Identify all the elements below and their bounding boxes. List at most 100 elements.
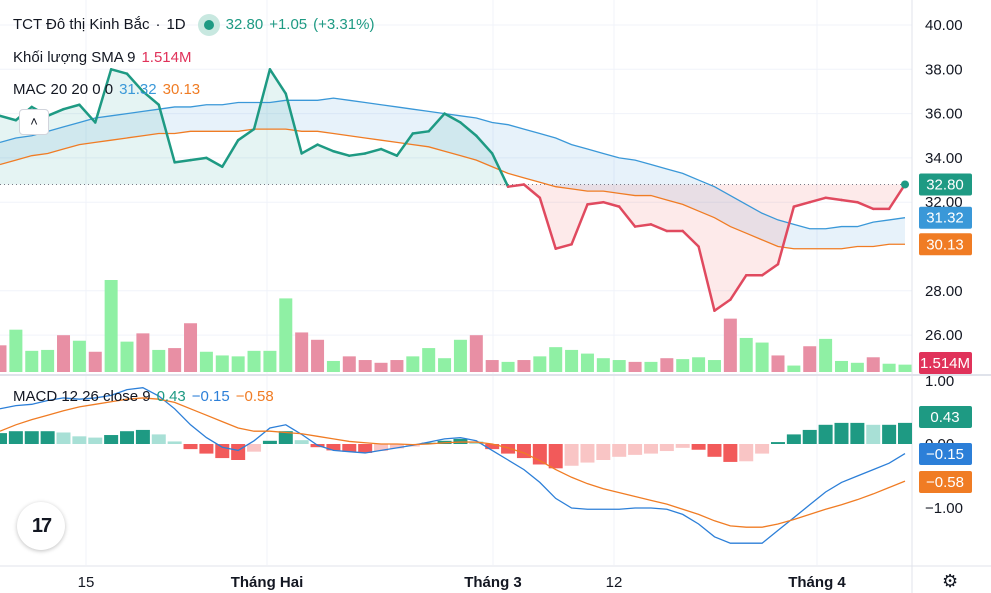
macd-signal-badge: −0.58: [926, 474, 964, 491]
macd-line: [0, 387, 906, 544]
volume-bar: [279, 298, 293, 372]
price-line-segment: [570, 203, 589, 246]
price-line-segment: [94, 68, 113, 124]
macd-histogram-bar: [675, 444, 690, 448]
price-line-segment: [141, 90, 161, 106]
macd-axis-tick: −1.00: [925, 500, 963, 517]
macd-histogram-bar: [818, 424, 833, 444]
volume-bar: [342, 356, 356, 372]
price-line-segment: [840, 198, 859, 204]
macd-hist-badge: 0.43: [930, 409, 959, 426]
price-axis-tick: 36.00: [925, 106, 963, 123]
price-axis-tick: 38.00: [925, 61, 963, 78]
volume-bar: [374, 362, 388, 372]
price-line-segment: [0, 114, 18, 122]
volume-bar: [311, 339, 325, 372]
price-line-segment: [173, 158, 192, 164]
price-line-segment: [824, 196, 843, 202]
baseline-fill-up: [0, 69, 905, 185]
price-line-segment: [506, 183, 526, 188]
price-line-segment: [205, 156, 224, 169]
volume-bar: [533, 356, 547, 372]
time-axis-tick: 15: [78, 574, 95, 591]
price-line-segment: [157, 103, 176, 164]
macd-histogram-bar: [358, 444, 373, 453]
price-axis-tick: 34.00: [925, 150, 963, 167]
mac-legend[interactable]: MAC 20 20 0 0 31.32 30.13: [13, 81, 206, 98]
volume-bar: [898, 364, 912, 372]
price-line-segment: [300, 143, 319, 155]
price-line-segment: [62, 103, 81, 111]
last-price-dot: [901, 180, 909, 189]
volume-bar: [882, 363, 896, 372]
macd-histogram-bar: [707, 444, 722, 457]
price-line-segment: [443, 112, 462, 124]
price-line-segment: [760, 262, 780, 277]
macd-histogram-bar: [723, 444, 738, 462]
collapse-legend-button[interactable]: ˄: [19, 109, 49, 135]
volume-bar: [707, 360, 721, 372]
mac-lower-line: [0, 128, 905, 250]
mac-study-label: MAC 20 20 0 0: [13, 81, 114, 98]
price-line-segment: [697, 245, 716, 312]
macd-histogram-bar: [866, 424, 881, 444]
macd-histogram-bar: [643, 444, 658, 454]
macd-histogram-bar: [215, 444, 230, 459]
macd-histogram-bar: [802, 429, 817, 444]
gear-icon[interactable]: ⚙: [942, 571, 959, 591]
price-line-segment: [411, 130, 430, 135]
price-line-segment: [125, 72, 145, 93]
volume-bar: [438, 358, 452, 372]
volume-bar: [453, 339, 467, 372]
macd-legend[interactable]: MACD 12 26 close 9 0.43 −0.15 −0.58: [13, 388, 280, 405]
volume-bar: [0, 345, 7, 372]
mac-band: [0, 98, 905, 249]
volume-bar: [120, 341, 134, 372]
volume-bar: [580, 353, 594, 372]
last-price: 32.80: [225, 15, 264, 33]
price-line-segment: [348, 152, 367, 157]
volume-bar: [596, 358, 610, 372]
macd-signal-line: [0, 397, 906, 528]
macd-histogram-bar: [231, 444, 246, 460]
price-line-segment: [379, 147, 399, 157]
macd-histogram-bar: [739, 444, 754, 462]
macd-histogram-bar: [199, 444, 214, 454]
tradingview-logo[interactable]: 17: [17, 502, 65, 550]
macd-histogram-bar: [278, 431, 293, 444]
volume-bar: [390, 360, 404, 372]
symbol-legend[interactable]: TCT Đô thị Kinh Bắc · 1D 32.80 +1.05 (+3.31%): [13, 14, 380, 36]
volume-bar: [660, 358, 674, 372]
mac-lower-badge: 30.13: [926, 236, 964, 253]
price-line-segment: [363, 147, 383, 155]
volume-bar: [358, 360, 372, 372]
mac-lower-badge-bg: [919, 233, 972, 256]
price-line-segment: [46, 107, 65, 118]
price-line-segment: [252, 68, 272, 131]
price-line-segment: [221, 138, 240, 169]
macd-histogram-bar: [151, 434, 166, 444]
price-line-segment: [681, 229, 700, 248]
price-line-segment: [602, 200, 621, 208]
macd-histogram-bar: [104, 435, 119, 444]
price-line-segment: [236, 127, 256, 142]
macd-histogram-bar: [501, 444, 516, 454]
price-change: +1.05: [269, 15, 308, 33]
price-axis-tick: 26.00: [925, 327, 963, 344]
macd-histogram-bar: [628, 444, 643, 455]
volume-study-label: Khối lượng SMA 9: [13, 49, 136, 66]
macd-histogram-bar: [294, 440, 309, 444]
price-line-segment: [78, 103, 97, 124]
volume-bar: [263, 350, 277, 372]
mac-upper-line: [0, 97, 906, 230]
interval-label: 1D: [166, 15, 186, 33]
macd-histogram-bar: [532, 444, 547, 465]
macd-hist-value: 0.43: [156, 388, 186, 405]
volume-bar: [422, 348, 436, 372]
macd-histogram-bar: [247, 444, 262, 452]
price-line-segment: [332, 150, 351, 157]
macd-histogram-bar: [786, 434, 801, 444]
volume-legend[interactable]: Khối lượng SMA 9 1.514M: [13, 49, 198, 66]
macd-histogram-bar: [612, 444, 627, 457]
